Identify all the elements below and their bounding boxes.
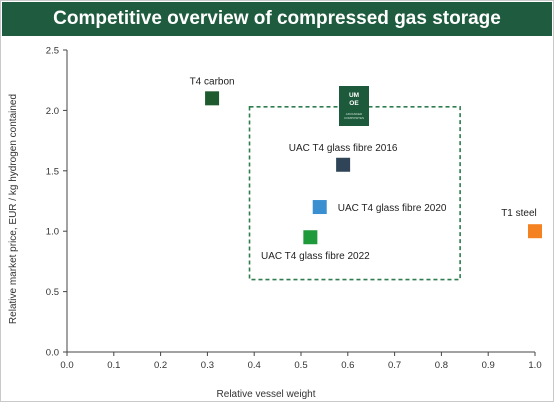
- y-tick-label: 1.0: [46, 227, 59, 238]
- x-tick-label: 1.0: [528, 360, 541, 371]
- data-point-label: UAC T4 glass fibre 2022: [261, 251, 370, 262]
- y-tick-label: 2.5: [46, 46, 59, 57]
- x-tick-label: 0.8: [435, 360, 448, 371]
- data-point-label: T1 steel: [501, 208, 537, 219]
- y-tick-label: 0.5: [46, 287, 59, 298]
- umoe-logo: UM OE ADVANCED COMPOSITES: [339, 86, 369, 126]
- x-tick-label: 0.2: [154, 360, 167, 371]
- x-tick-label: 0.5: [294, 360, 307, 371]
- x-tick-label: 0.4: [248, 360, 261, 371]
- y-tick-label: 0.0: [46, 348, 59, 359]
- data-point-label: UAC T4 glass fibre 2020: [338, 203, 447, 214]
- data-point-marker: [303, 230, 318, 245]
- data-point-marker: [312, 200, 327, 215]
- logo-text-line2: OE: [349, 100, 359, 107]
- logo-text-line4: COMPOSITES: [344, 116, 364, 120]
- data-point-marker: [205, 91, 220, 106]
- data-point-marker: [336, 157, 351, 172]
- x-tick-label: 0.0: [60, 360, 73, 371]
- logo-text-line1: UM: [349, 92, 359, 99]
- logo-text-line3: ADVANCED: [346, 112, 363, 116]
- x-tick-label: 0.1: [107, 360, 120, 371]
- y-axis-label: Relative market price, EUR / kg hydrogen…: [8, 94, 19, 324]
- axes: 0.0 0.1 0.2 0.3 0.4 0.5 0.6 0.7 0.8 0.9 1.0 0.0 0.5 1…: [46, 46, 542, 372]
- y-tick-label: 1.5: [46, 166, 59, 177]
- y-tick-label: 2.0: [46, 106, 59, 117]
- x-tick-label: 0.6: [341, 360, 354, 371]
- logo-background: [339, 86, 369, 126]
- x-tick-label: 0.9: [482, 360, 495, 371]
- data-point-marker: [528, 224, 542, 239]
- data-point-label: UAC T4 glass fibre 2016: [289, 143, 398, 154]
- x-tick-label: 0.7: [388, 360, 401, 371]
- chart-title: Competitive overview of compressed gas s…: [2, 2, 552, 36]
- x-tick-label: 0.3: [201, 360, 214, 371]
- x-axis-label: Relative vessel weight: [217, 389, 316, 400]
- data-point-label: T4 carbon: [190, 76, 235, 87]
- data-points: T4 carbon UAC T4 glass fibre 2016 UAC T4 g…: [190, 76, 542, 262]
